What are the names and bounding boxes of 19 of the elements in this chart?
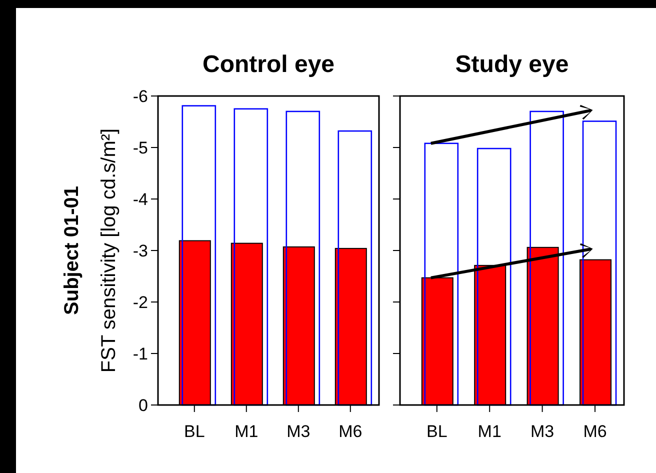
y-tick-label: 0 [138, 396, 148, 415]
text: Subject 01-01 [61, 186, 83, 315]
y-tick-label: -1 [132, 344, 148, 364]
x-tick-label: M6 [583, 422, 607, 441]
y-tick-label: -6 [132, 86, 148, 106]
x-tick-label: M3 [286, 422, 310, 441]
x-tick-label: BL [426, 422, 448, 441]
y-axis-title: FST sensitivity [log cd.s/m²] [98, 128, 120, 373]
x-tick-label: M3 [530, 422, 554, 441]
y-tick-label: -2 [132, 292, 148, 312]
chart-title: Control eye [202, 51, 335, 78]
x-tick-label: BL [184, 422, 205, 441]
chart-title: Study eye [455, 51, 569, 78]
x-tick-label: M6 [338, 422, 362, 441]
y-tick-label: -5 [132, 138, 148, 158]
y-tick-label: -4 [132, 190, 148, 209]
x-tick-label: M1 [234, 422, 258, 441]
x-tick-label: M1 [478, 422, 502, 441]
y-tick-label: -3 [132, 241, 148, 260]
